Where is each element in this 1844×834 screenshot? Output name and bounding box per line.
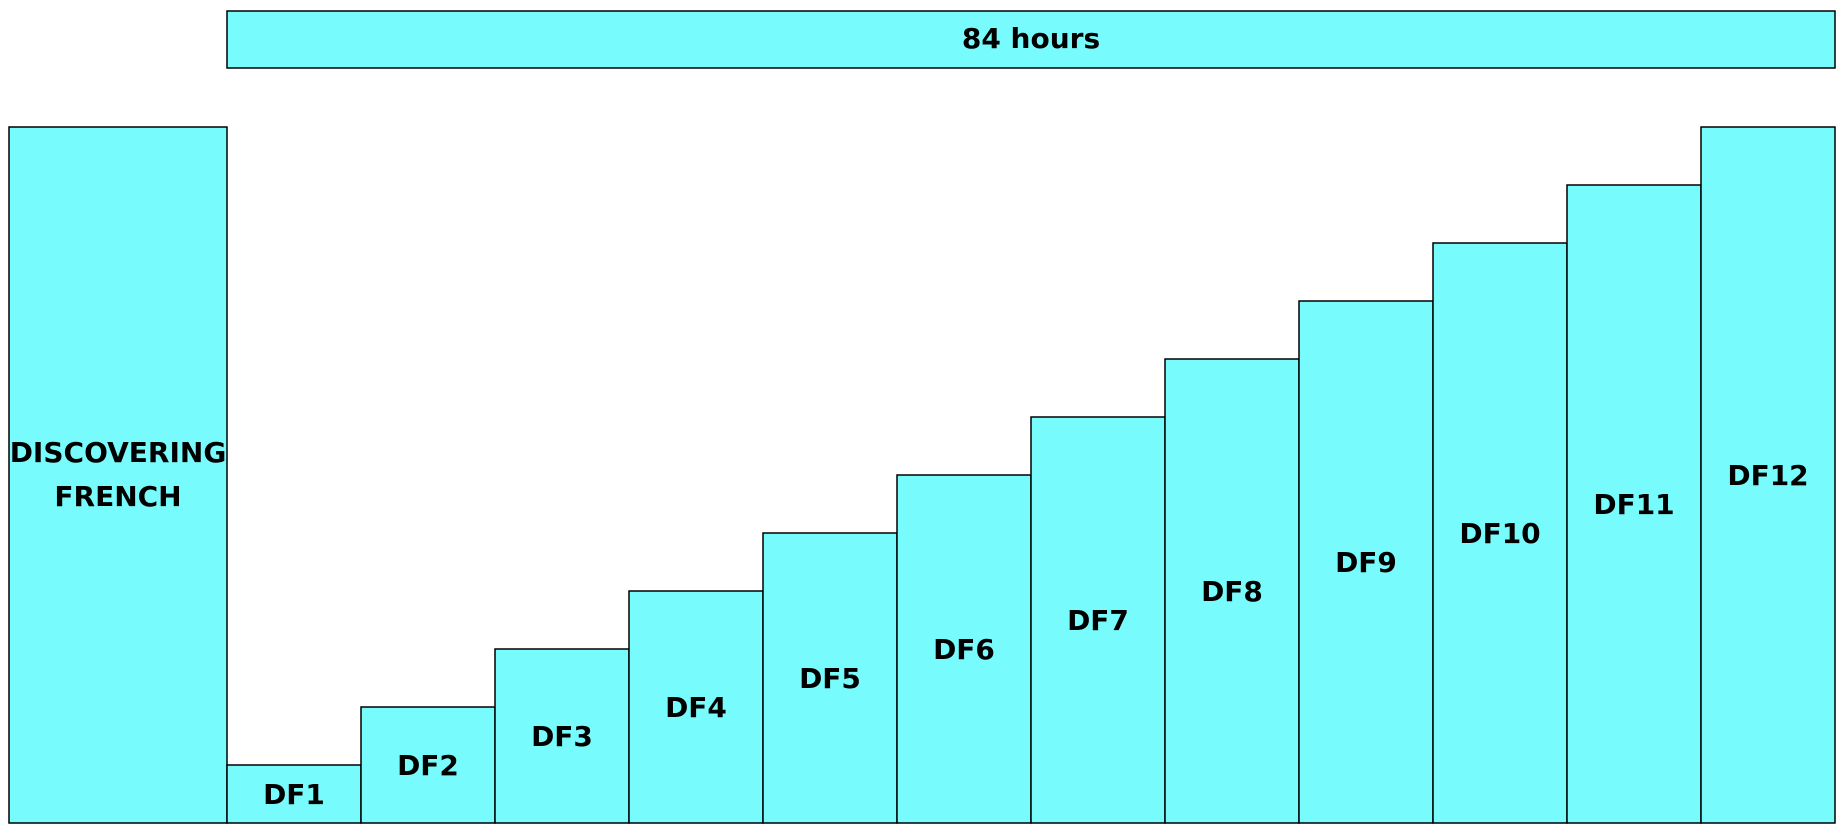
step-label: DF11: [1593, 488, 1674, 521]
intro-box: [8, 126, 228, 824]
step-box: [762, 532, 898, 824]
intro-label: DISCOVERING: [10, 436, 227, 469]
intro-label: FRENCH: [54, 480, 181, 513]
step-box: [1030, 416, 1166, 824]
step-box: [1298, 300, 1434, 824]
step-label: DF4: [665, 691, 727, 724]
step-box: [896, 474, 1032, 824]
step-box: [1566, 184, 1702, 824]
step-box: [360, 706, 496, 824]
step-label: DF8: [1201, 575, 1263, 608]
step-box: [226, 764, 362, 824]
step-box: [1700, 126, 1836, 824]
step-label: DF9: [1335, 546, 1397, 579]
step-box: [494, 648, 630, 824]
step-box: [628, 590, 764, 824]
step-label: DF6: [933, 633, 995, 666]
duration-bar: [226, 10, 1836, 69]
step-label: DF2: [397, 749, 459, 782]
step-label: DF12: [1727, 459, 1808, 492]
duration-label: 84 hours: [962, 22, 1100, 55]
step-label: DF5: [799, 662, 861, 695]
step-label: DF3: [531, 720, 593, 753]
step-label: DF1: [263, 778, 325, 811]
step-box: [1164, 358, 1300, 824]
step-label: DF10: [1459, 517, 1540, 550]
step-label: DF7: [1067, 604, 1129, 637]
